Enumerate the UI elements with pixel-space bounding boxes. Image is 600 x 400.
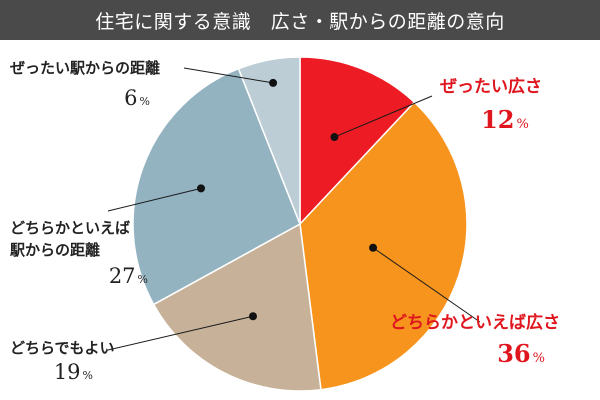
slice-value-4: 6% — [124, 86, 150, 110]
slice-value-0: 12% — [481, 105, 529, 134]
pie-slice-3 — [132, 67, 301, 306]
slice-label-0-line-0: ぜったい広さ — [440, 76, 542, 97]
title-bar: 住宅に関する意識 広さ・駅からの距離の意向 — [0, 0, 600, 40]
slice-label-3-line-1: 駅からの距離 — [9, 241, 100, 259]
pie-slices — [132, 56, 468, 392]
slice-label-2-line-0: どちらでもよい — [10, 339, 115, 357]
slice-label-3-line-0: どちらかといえば — [10, 219, 130, 237]
chart-title: 住宅に関する意識 広さ・駅からの距離の意向 — [95, 10, 505, 33]
leader-dot-0 — [330, 133, 339, 142]
slice-value-2: 19% — [54, 360, 93, 384]
leader-dot-3 — [197, 184, 206, 193]
leader-line-2 — [107, 315, 254, 351]
pie-slice-4 — [237, 56, 301, 225]
leader-line-4 — [183, 67, 274, 84]
pie-slice-1 — [299, 101, 468, 391]
pie-slice-2 — [152, 222, 322, 392]
leader-dot-2 — [248, 312, 257, 321]
slice-label-4-line-0: ぜったい駅からの距離 — [10, 59, 160, 77]
leader-line-3 — [107, 187, 202, 212]
slice-labels: ぜったい広さ 12 % どちらかといえば広さ 36 % どちらでもよい 19 % どちらかといえば… — [9, 59, 560, 384]
leader-dot-1 — [369, 243, 378, 252]
leader-lines — [107, 67, 481, 351]
leader-dot-4 — [269, 78, 278, 87]
leader-line-1 — [372, 247, 481, 323]
slice-value-3: 27% — [109, 264, 148, 288]
slice-value-1: 36% — [497, 339, 545, 368]
pie-slice-0 — [299, 56, 416, 226]
slice-label-1-line-0: どちらかといえば広さ — [390, 312, 560, 333]
leader-line-0 — [334, 95, 433, 138]
